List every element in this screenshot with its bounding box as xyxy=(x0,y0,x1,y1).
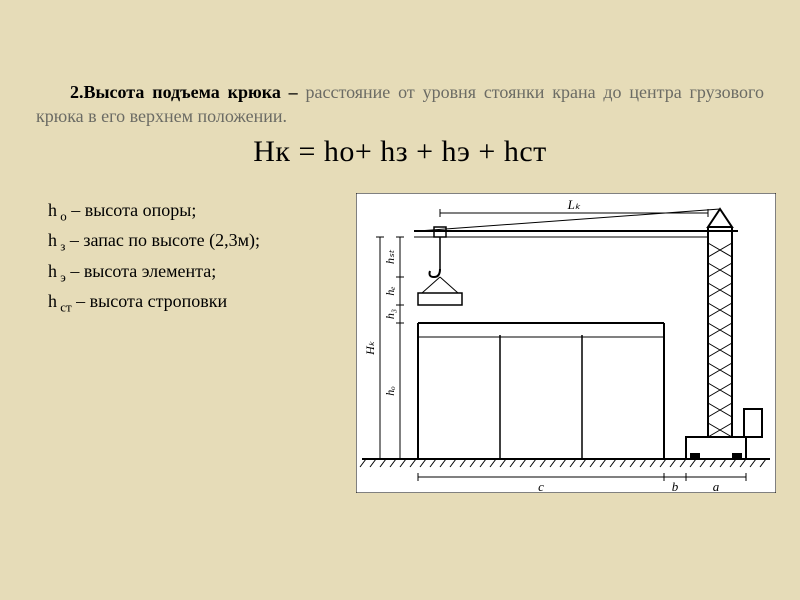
definition-item: h э – высота элемента; xyxy=(48,256,328,287)
definition-item: h ст – высота строповки xyxy=(48,286,328,317)
svg-text:c: c xyxy=(538,479,544,493)
svg-text:h₃: h₃ xyxy=(383,309,397,319)
svg-text:hₒ: hₒ xyxy=(383,385,397,395)
intro-paragraph: 2.Высота подъема крюка – расстояние от у… xyxy=(36,80,764,129)
svg-text:hₑ: hₑ xyxy=(383,286,397,295)
svg-text:b: b xyxy=(672,479,679,493)
svg-text:hₛₜ: hₛₜ xyxy=(383,249,397,263)
definition-item: h з – запас по высоте (2,3м); xyxy=(48,225,328,256)
formula: Нк = hо+ hз + hэ + hст xyxy=(36,135,764,169)
definitions-list: h о – высота опоры;h з – запас по высоте… xyxy=(48,193,328,493)
definition-item: h о – высота опоры; xyxy=(48,195,328,226)
svg-text:Hₖ: Hₖ xyxy=(363,340,377,356)
svg-text:Lₖ: Lₖ xyxy=(567,197,581,212)
intro-bold: 2.Высота подъема крюка – xyxy=(70,82,298,102)
crane-diagram: Lₖ hₛₜ hₑ h₃ hₒ Hₖ c b a xyxy=(356,193,776,493)
svg-text:a: a xyxy=(713,479,720,493)
